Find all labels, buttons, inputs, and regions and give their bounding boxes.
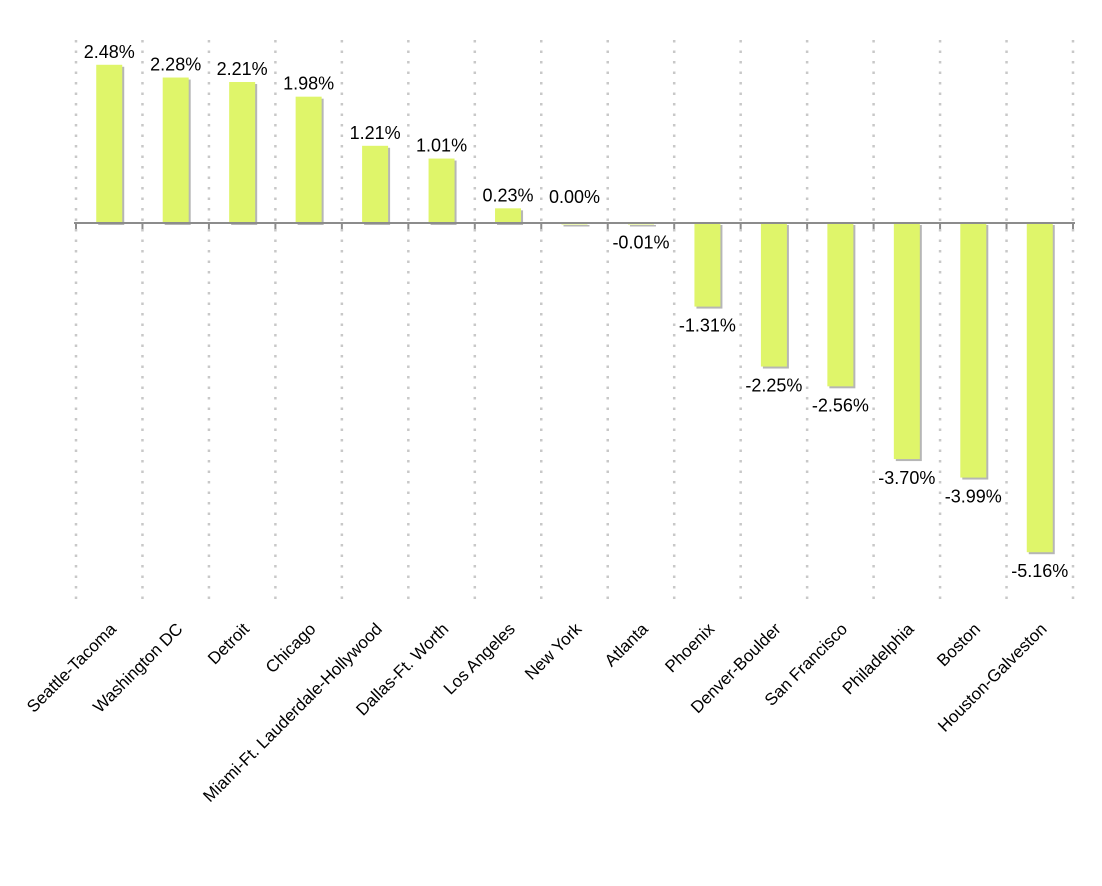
data-label-washington-dc: 2.28% bbox=[150, 55, 201, 75]
data-label-los-angeles: 0.23% bbox=[483, 185, 534, 205]
data-label-phoenix: -1.31% bbox=[679, 316, 736, 336]
bar-los-angeles bbox=[495, 208, 522, 223]
data-label-san-francisco: -2.56% bbox=[812, 395, 869, 415]
data-label-atlanta: -0.01% bbox=[612, 233, 669, 253]
data-label-denver-boulder: -2.25% bbox=[745, 376, 802, 396]
data-label-houston-galveston: -5.16% bbox=[1011, 561, 1068, 581]
category-label-los-angeles: Los Angeles bbox=[440, 619, 519, 698]
bar-chicago bbox=[295, 96, 322, 223]
data-label-boston: -3.99% bbox=[945, 487, 1002, 507]
category-label-chicago: Chicago bbox=[262, 619, 320, 677]
bar-shadow bbox=[629, 225, 656, 227]
bar-shadow bbox=[563, 225, 590, 227]
data-label-miami-ft-lauderdale-hollywood: 1.21% bbox=[350, 123, 401, 143]
x-axis bbox=[74, 222, 1075, 229]
bar-houston-galveston bbox=[1026, 223, 1053, 553]
data-label-philadelphia: -3.70% bbox=[878, 468, 935, 488]
bar-miami-ft-lauderdale-hollywood bbox=[362, 145, 389, 223]
data-label-new-york: 0.00% bbox=[549, 187, 600, 207]
data-label-chicago: 1.98% bbox=[283, 74, 334, 94]
category-label-atlanta: Atlanta bbox=[601, 619, 652, 670]
data-labels: 2.48% 2.28% 2.21% 1.98% 1.21% 1.01% 0.23% 0.00%… bbox=[84, 42, 1069, 581]
bar-san-francisco bbox=[827, 223, 854, 387]
bar-phoenix bbox=[694, 223, 721, 307]
data-label-dallas-ft-worth: 1.01% bbox=[416, 136, 467, 156]
bars bbox=[96, 64, 1055, 555]
category-label-phoenix: Phoenix bbox=[661, 619, 718, 676]
category-label-new-york: New York bbox=[521, 619, 586, 684]
bar-washington-dc bbox=[162, 77, 189, 223]
data-label-detroit: 2.21% bbox=[217, 59, 268, 79]
bar-detroit bbox=[229, 82, 256, 223]
bar-philadelphia bbox=[893, 223, 920, 460]
bar-seattle-tacoma bbox=[96, 64, 123, 223]
category-label-detroit: Detroit bbox=[204, 619, 253, 668]
data-label-seattle-tacoma: 2.48% bbox=[84, 42, 135, 62]
bar-denver-boulder bbox=[760, 223, 787, 367]
gridlines bbox=[74, 40, 1075, 606]
category-label-houston-galveston: Houston-Galveston bbox=[934, 619, 1050, 735]
category-label-philadelphia: Philadelphia bbox=[839, 619, 918, 698]
bar-dallas-ft-worth bbox=[428, 158, 455, 223]
category-label-boston: Boston bbox=[933, 619, 984, 670]
bar-boston bbox=[960, 223, 987, 478]
